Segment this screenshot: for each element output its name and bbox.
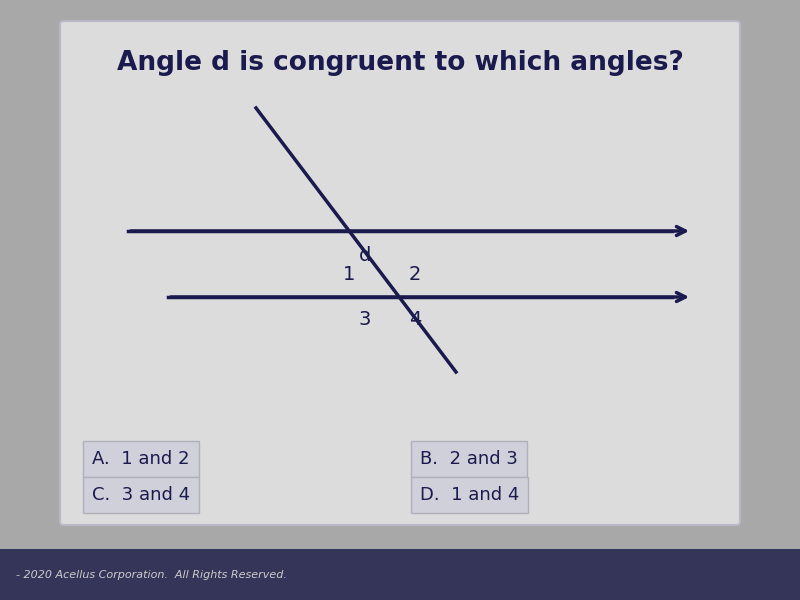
Text: 1: 1	[343, 265, 355, 284]
Text: D.  1 and 4: D. 1 and 4	[420, 486, 519, 504]
Text: B.  2 and 3: B. 2 and 3	[420, 450, 518, 468]
Text: C.  3 and 4: C. 3 and 4	[92, 486, 190, 504]
Text: 2: 2	[409, 265, 421, 284]
Text: A.  1 and 2: A. 1 and 2	[92, 450, 190, 468]
Text: d: d	[358, 246, 371, 265]
Text: 3: 3	[359, 310, 371, 329]
Text: Angle d is congruent to which angles?: Angle d is congruent to which angles?	[117, 50, 683, 76]
Text: - 2020 Acellus Corporation.  All Rights Reserved.: - 2020 Acellus Corporation. All Rights R…	[16, 569, 287, 580]
Text: 4: 4	[409, 310, 421, 329]
